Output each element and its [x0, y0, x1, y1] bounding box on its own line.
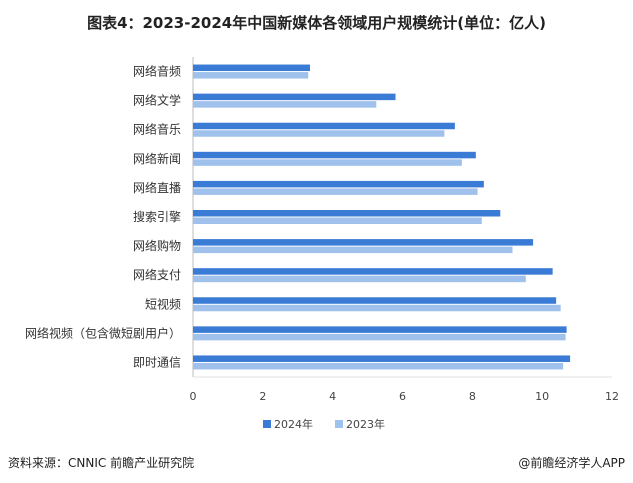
- bar-2023: [193, 130, 445, 137]
- legend-swatch: [263, 420, 271, 428]
- bar-2023: [193, 275, 526, 283]
- bar-2024: [193, 239, 534, 246]
- category-label: 网络文学: [133, 93, 181, 108]
- bar-2023: [193, 159, 462, 166]
- bar-2024: [193, 210, 501, 217]
- bar-2024: [193, 355, 571, 362]
- bar-2023: [193, 101, 377, 108]
- source-note: 资料来源：CNNIC 前瞻产业研究院: [8, 456, 195, 470]
- x-tick-label: 2: [259, 390, 266, 403]
- legend-label: 2023年: [346, 417, 385, 431]
- bar-2023: [193, 72, 309, 79]
- bar-2023: [193, 217, 482, 224]
- category-label: 网络音乐: [133, 122, 181, 137]
- bar-2024: [193, 151, 476, 159]
- bar-2024: [193, 180, 484, 188]
- bar-2024: [193, 93, 396, 101]
- x-tick-label: 4: [329, 390, 336, 403]
- category-label: 网络直播: [133, 180, 181, 195]
- category-label: 网络音频: [133, 64, 181, 79]
- x-tick-label: 6: [399, 390, 406, 403]
- category-label: 即时通信: [133, 355, 181, 369]
- bar-2023: [193, 246, 513, 254]
- x-tick-label: 8: [469, 390, 476, 403]
- bar-2024: [193, 326, 567, 333]
- bar-2024: [193, 122, 455, 130]
- category-label: 网络新闻: [133, 151, 181, 166]
- bar-2024: [193, 268, 553, 275]
- bar-2023: [193, 304, 561, 312]
- legend-label: 2024年: [274, 417, 313, 431]
- category-label: 网络视频（包含微短剧用户）: [25, 325, 181, 340]
- x-tick-label: 0: [190, 390, 197, 403]
- bar-2024: [193, 64, 310, 72]
- x-tick-label: 12: [605, 390, 619, 403]
- bar-2023: [193, 188, 478, 195]
- category-label: 网络购物: [133, 238, 181, 253]
- brand-credit: @前瞻经济学人APP: [518, 456, 625, 470]
- category-label: 网络支付: [133, 267, 181, 282]
- category-label: 短视频: [145, 296, 181, 311]
- bar-2023: [193, 333, 566, 341]
- category-label: 搜索引擎: [133, 209, 181, 224]
- x-tick-label: 10: [535, 390, 549, 403]
- legend-swatch: [335, 420, 343, 428]
- chart-title: 图表4：2023-2024年中国新媒体各领域用户规模统计(单位：亿人): [87, 14, 546, 32]
- bar-2024: [193, 297, 557, 304]
- bar-2023: [193, 362, 564, 370]
